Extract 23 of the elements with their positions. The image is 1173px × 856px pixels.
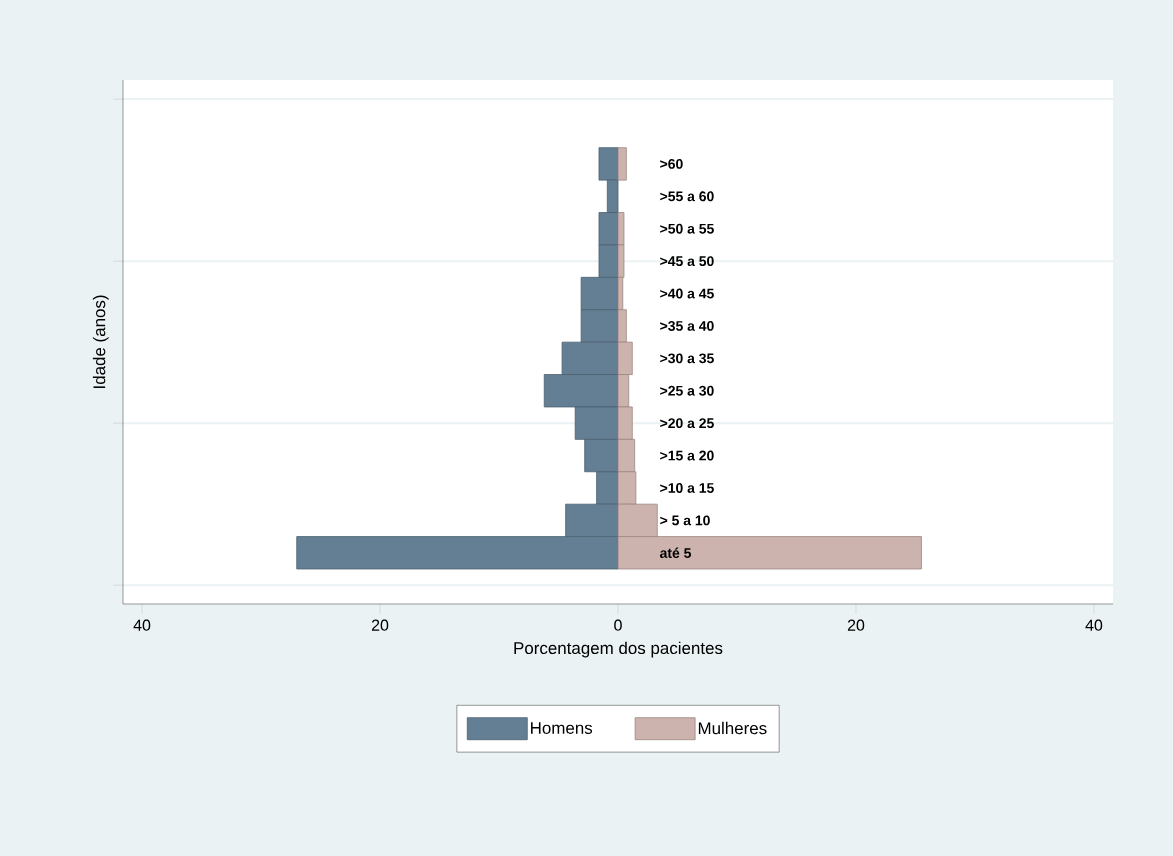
y-tick-label: >55 a 60 <box>660 191 714 202</box>
x-tick-label: 20 <box>847 619 865 631</box>
y-tick-label: >25 a 30 <box>660 385 714 396</box>
bar <box>617 147 627 181</box>
x-axis-title: Porcentagem dos pacientes <box>514 641 723 658</box>
y-tick-label: >35 a 40 <box>660 320 714 331</box>
x-tick-label: 20 <box>371 619 389 631</box>
y-tick-label: >50 a 55 <box>660 223 714 234</box>
y-tick-label: >40 a 45 <box>660 288 714 299</box>
y-tick-label: >60 <box>660 158 683 169</box>
x-tick-label: 40 <box>1085 619 1103 631</box>
y-tick-label: até 5 <box>660 547 691 558</box>
y-tick-label: > 5 a 10 <box>660 515 710 526</box>
y-tick-label: >30 a 35 <box>660 353 714 364</box>
x-tick-label: 0 <box>614 619 622 631</box>
y-tick-label: >45 a 50 <box>660 256 714 267</box>
legend-label: Homens <box>531 722 593 734</box>
y-axis-title: Idade (anos) <box>92 295 109 388</box>
y-tick-label: >10 a 15 <box>660 483 714 493</box>
legend-label: Mulheres <box>698 721 767 735</box>
y-tick-label: >15 a 20 <box>660 450 714 461</box>
x-tick-label: 40 <box>133 619 151 631</box>
y-tick-label: >20 a 25 <box>660 418 714 429</box>
